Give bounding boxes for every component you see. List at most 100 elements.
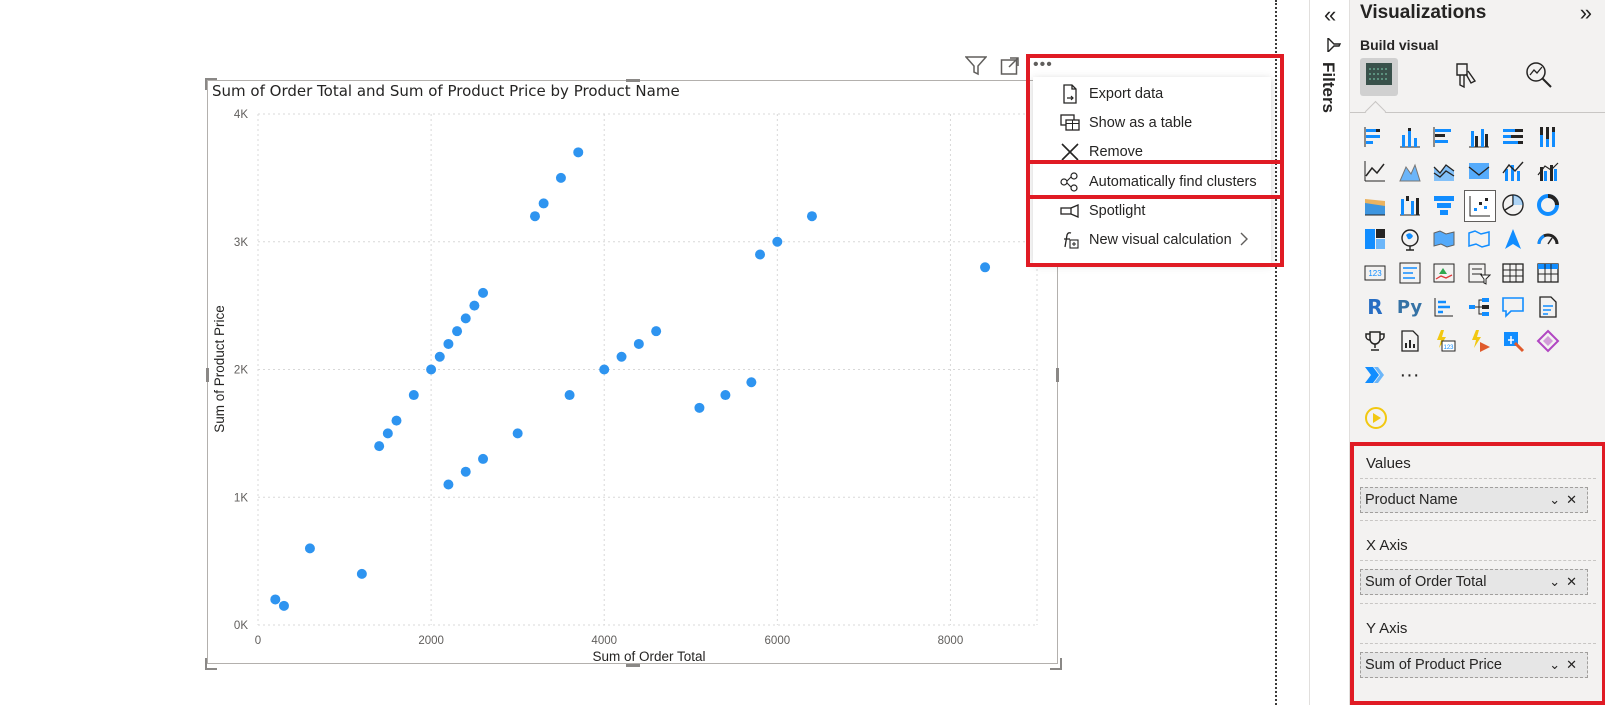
slicer-icon[interactable] — [1464, 258, 1494, 288]
scatter-point[interactable] — [443, 338, 454, 349]
menu-item-export-data[interactable]: Export data — [1033, 79, 1271, 108]
power-apps-diamond-icon[interactable] — [1533, 326, 1563, 356]
scatter-point[interactable] — [564, 390, 575, 401]
scatter-point[interactable] — [356, 568, 367, 579]
scatter-point[interactable] — [573, 147, 584, 158]
gauge-icon[interactable] — [1533, 224, 1563, 254]
scatter-point[interactable] — [452, 326, 463, 337]
more-visuals-icon[interactable]: ··· — [1395, 360, 1425, 390]
shape-map-icon[interactable] — [1464, 224, 1494, 254]
remove-field-icon[interactable]: ✕ — [1566, 492, 1583, 507]
get-more-visuals-icon[interactable] — [1364, 406, 1388, 435]
format-visual-tab[interactable] — [1446, 58, 1484, 96]
stacked-bar-chart-icon[interactable] — [1360, 122, 1390, 152]
values-drop-zone[interactable] — [1360, 520, 1596, 521]
scatter-point[interactable] — [270, 594, 281, 605]
table-icon[interactable] — [1498, 258, 1528, 288]
waterfall-columns-icon[interactable] — [1395, 190, 1425, 220]
resize-handle-top[interactable] — [626, 79, 640, 82]
treemap-icon[interactable] — [1360, 224, 1390, 254]
scatter-point[interactable] — [382, 428, 393, 439]
scatter-point[interactable] — [460, 466, 471, 477]
pie-chart-icon[interactable] — [1498, 190, 1528, 220]
funnel-chart-icon[interactable] — [1429, 190, 1459, 220]
donut-chart-icon[interactable] — [1533, 190, 1563, 220]
qa-visual-icon[interactable] — [1498, 292, 1528, 322]
scatter-point[interactable] — [374, 441, 385, 452]
scatter-point[interactable] — [599, 364, 610, 375]
expand-chevron-icon[interactable]: » — [1579, 0, 1592, 25]
filled-map-icon[interactable] — [1429, 224, 1459, 254]
filters-pane-label[interactable]: Filters — [1319, 62, 1338, 114]
ribbon-chart-icon[interactable] — [1464, 156, 1494, 186]
decomposition-tree-icon[interactable] — [1464, 292, 1494, 322]
collapse-chevron-icon[interactable]: « — [1324, 2, 1337, 27]
menu-item-new-visual-calculation[interactable]: New visual calculation — [1033, 225, 1271, 254]
scatter-point[interactable] — [469, 300, 480, 311]
scatter-point[interactable] — [512, 428, 523, 439]
scatter-point[interactable] — [555, 172, 566, 183]
scatter-point[interactable] — [694, 402, 705, 413]
scatter-point[interactable] — [443, 479, 454, 490]
scatter-point[interactable] — [980, 262, 991, 273]
stacked-area-chart-icon[interactable] — [1429, 156, 1459, 186]
kpi-icon[interactable] — [1429, 258, 1459, 288]
resize-handle-bottom-left[interactable] — [205, 658, 217, 670]
y-axis-field-pill[interactable]: Sum of Product Price ⌄✕ — [1360, 652, 1588, 678]
menu-item-remove[interactable]: Remove — [1033, 137, 1271, 166]
scatter-point[interactable] — [478, 287, 489, 298]
more-options-icon[interactable]: ••• — [1033, 56, 1053, 73]
power-apps-card-icon[interactable]: 123 — [1429, 326, 1459, 356]
scatter-point[interactable] — [633, 338, 644, 349]
scatter-point[interactable] — [391, 415, 402, 426]
resize-handle-top-left[interactable] — [205, 78, 217, 90]
stacked-column-chart-icon[interactable] — [1395, 122, 1425, 152]
key-influencers-icon[interactable] — [1429, 292, 1459, 322]
clustered-bar-chart-icon[interactable] — [1429, 122, 1459, 152]
resize-handle-bottom-right[interactable] — [1050, 658, 1062, 670]
focus-mode-icon[interactable] — [1000, 56, 1020, 81]
scatter-point[interactable] — [434, 351, 445, 362]
scatter-point[interactable] — [755, 249, 766, 260]
power-automate-icon[interactable] — [1464, 326, 1494, 356]
scatter-point[interactable] — [806, 211, 817, 222]
100-stacked-column-chart-icon[interactable] — [1533, 122, 1563, 152]
menu-item-spotlight[interactable]: Spotlight — [1033, 196, 1271, 225]
resize-handle-left[interactable] — [206, 368, 209, 382]
scatter-point[interactable] — [478, 453, 489, 464]
scatter-point[interactable] — [529, 211, 540, 222]
card-icon[interactable]: 123 — [1360, 258, 1390, 288]
scatter-point[interactable] — [772, 236, 783, 247]
scatter-point[interactable] — [746, 377, 757, 388]
scatter-point[interactable] — [616, 351, 627, 362]
remove-field-icon[interactable]: ✕ — [1566, 574, 1583, 589]
chevron-down-icon[interactable]: ⌄ — [1549, 574, 1567, 589]
line-chart-icon[interactable] — [1360, 156, 1390, 186]
chevron-down-icon[interactable]: ⌄ — [1549, 657, 1567, 672]
line-and-stacked-column-chart-icon[interactable] — [1498, 156, 1528, 186]
resize-handle-bottom[interactable] — [626, 664, 640, 667]
x-axis-drop-zone[interactable] — [1360, 603, 1596, 604]
scatter-point[interactable] — [278, 600, 289, 611]
r-script-visual-icon[interactable]: R — [1360, 292, 1390, 322]
resize-handle-right[interactable] — [1056, 368, 1059, 382]
waterfall-chart-icon[interactable] — [1360, 190, 1390, 220]
scatter-chart-icon[interactable] — [1463, 190, 1496, 222]
scatter-point[interactable] — [538, 198, 549, 209]
python-visual-icon[interactable]: Py — [1395, 292, 1425, 322]
remove-field-icon[interactable]: ✕ — [1566, 657, 1583, 672]
smart-narrative-icon[interactable] — [1533, 292, 1563, 322]
analytics-tab[interactable] — [1520, 58, 1558, 96]
paginated-report-icon[interactable] — [1395, 326, 1425, 356]
multi-row-card-icon[interactable] — [1395, 258, 1425, 288]
filter-icon[interactable] — [964, 56, 988, 81]
filter-pane-icon[interactable] — [1326, 36, 1342, 57]
values-field-pill[interactable]: Product Name ⌄✕ — [1360, 487, 1588, 513]
power-apps-icon[interactable] — [1498, 326, 1528, 356]
x-axis-field-pill[interactable]: Sum of Order Total ⌄✕ — [1360, 569, 1588, 595]
menu-item-find-clusters[interactable]: Automatically find clusters — [1033, 167, 1271, 196]
map-icon[interactable] — [1395, 224, 1425, 254]
azure-map-icon[interactable] — [1498, 224, 1528, 254]
scatter-point[interactable] — [408, 390, 419, 401]
line-and-clustered-column-chart-icon[interactable] — [1533, 156, 1563, 186]
